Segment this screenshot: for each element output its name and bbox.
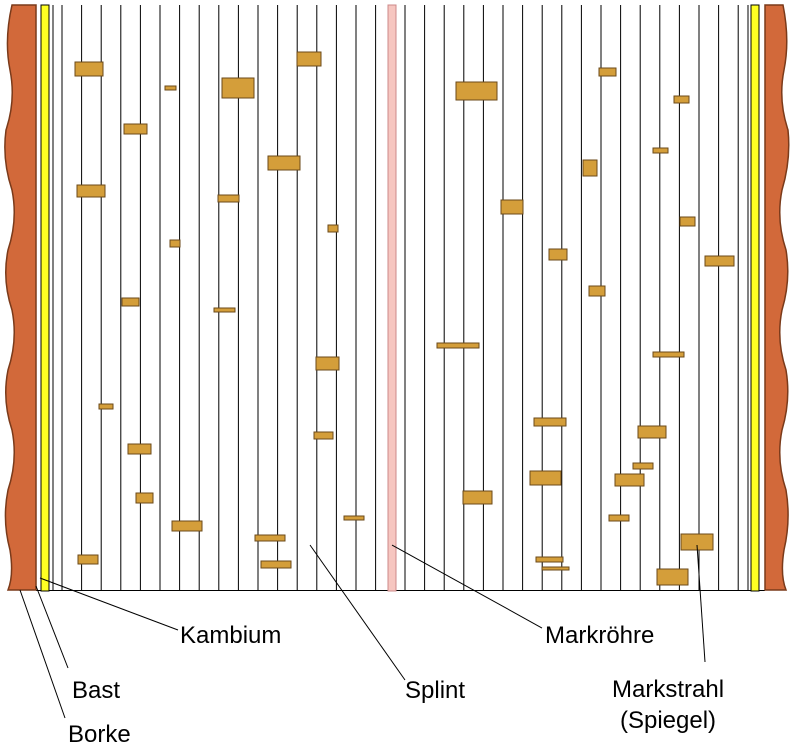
label-splint: Splint xyxy=(405,677,465,704)
leader-bast xyxy=(35,585,69,669)
medullary-ray xyxy=(652,147,669,154)
bark-left xyxy=(4,4,37,591)
leader-splint xyxy=(309,544,406,681)
medullary-ray xyxy=(541,566,570,571)
bast-right xyxy=(750,4,760,592)
medullary-ray xyxy=(98,403,114,410)
medullary-ray xyxy=(123,123,148,135)
medullary-ray xyxy=(704,255,735,267)
medullary-ray xyxy=(582,159,598,177)
medullary-ray xyxy=(462,490,493,505)
growth-lines xyxy=(36,5,765,591)
medullary-ray xyxy=(343,515,365,521)
medullary-ray xyxy=(254,534,286,542)
medullary-ray xyxy=(533,417,567,427)
leader-markroehre xyxy=(391,544,543,629)
medullary-ray xyxy=(213,307,236,313)
medullary-ray xyxy=(500,199,524,215)
medullary-ray xyxy=(164,85,177,91)
medullary-ray xyxy=(548,248,568,261)
medullary-ray xyxy=(637,425,667,439)
medullary-ray xyxy=(121,297,140,307)
medullary-ray xyxy=(77,554,99,565)
medullary-ray xyxy=(296,51,322,67)
label-kambium: Kambium xyxy=(180,622,281,649)
medullary-ray xyxy=(74,61,104,77)
medullary-ray xyxy=(135,492,154,504)
medullary-ray xyxy=(171,520,203,532)
medullary-ray xyxy=(656,568,689,586)
medullary-ray xyxy=(455,81,498,101)
medullary-ray xyxy=(169,239,181,248)
medullary-ray xyxy=(217,194,240,203)
medullary-ray xyxy=(436,342,480,349)
pith xyxy=(387,4,397,592)
medullary-ray xyxy=(632,462,654,470)
label-borke: Borke xyxy=(68,721,131,748)
medullary-ray xyxy=(535,556,564,563)
medullary-ray xyxy=(673,95,690,104)
bast-left xyxy=(40,4,50,592)
medullary-ray xyxy=(313,431,334,440)
leader-kambium xyxy=(39,577,179,631)
label-markroehre: Markröhre xyxy=(545,622,654,649)
medullary-ray xyxy=(614,473,645,487)
rays xyxy=(74,51,735,586)
leader-markstrahl xyxy=(696,544,706,663)
leader-borke xyxy=(19,589,66,719)
medullary-ray xyxy=(529,470,562,486)
medullary-ray xyxy=(598,67,617,77)
label-markstrahl: Markstrahl xyxy=(612,676,724,703)
medullary-ray xyxy=(588,285,606,297)
medullary-ray xyxy=(260,560,292,569)
medullary-ray xyxy=(127,443,152,455)
medullary-ray xyxy=(221,77,255,99)
medullary-ray xyxy=(76,184,106,198)
label-bast: Bast xyxy=(72,677,120,704)
medullary-ray xyxy=(608,514,630,522)
label-spiegel: (Spiegel) xyxy=(620,707,716,734)
medullary-ray xyxy=(327,224,339,233)
medullary-ray xyxy=(679,216,696,227)
medullary-ray xyxy=(315,356,340,371)
medullary-ray xyxy=(267,155,301,171)
bark-right xyxy=(764,4,790,591)
medullary-ray xyxy=(652,351,685,358)
